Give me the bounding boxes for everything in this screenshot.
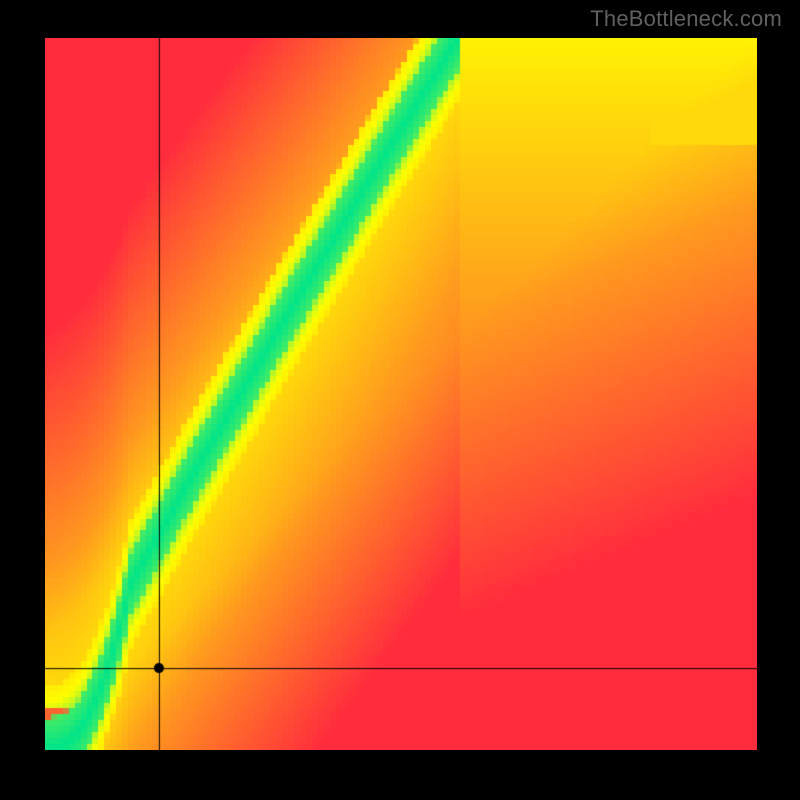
heatmap-canvas — [45, 38, 757, 750]
watermark-text: TheBottleneck.com — [590, 6, 782, 32]
chart-container: TheBottleneck.com — [0, 0, 800, 800]
plot-area — [45, 38, 757, 750]
